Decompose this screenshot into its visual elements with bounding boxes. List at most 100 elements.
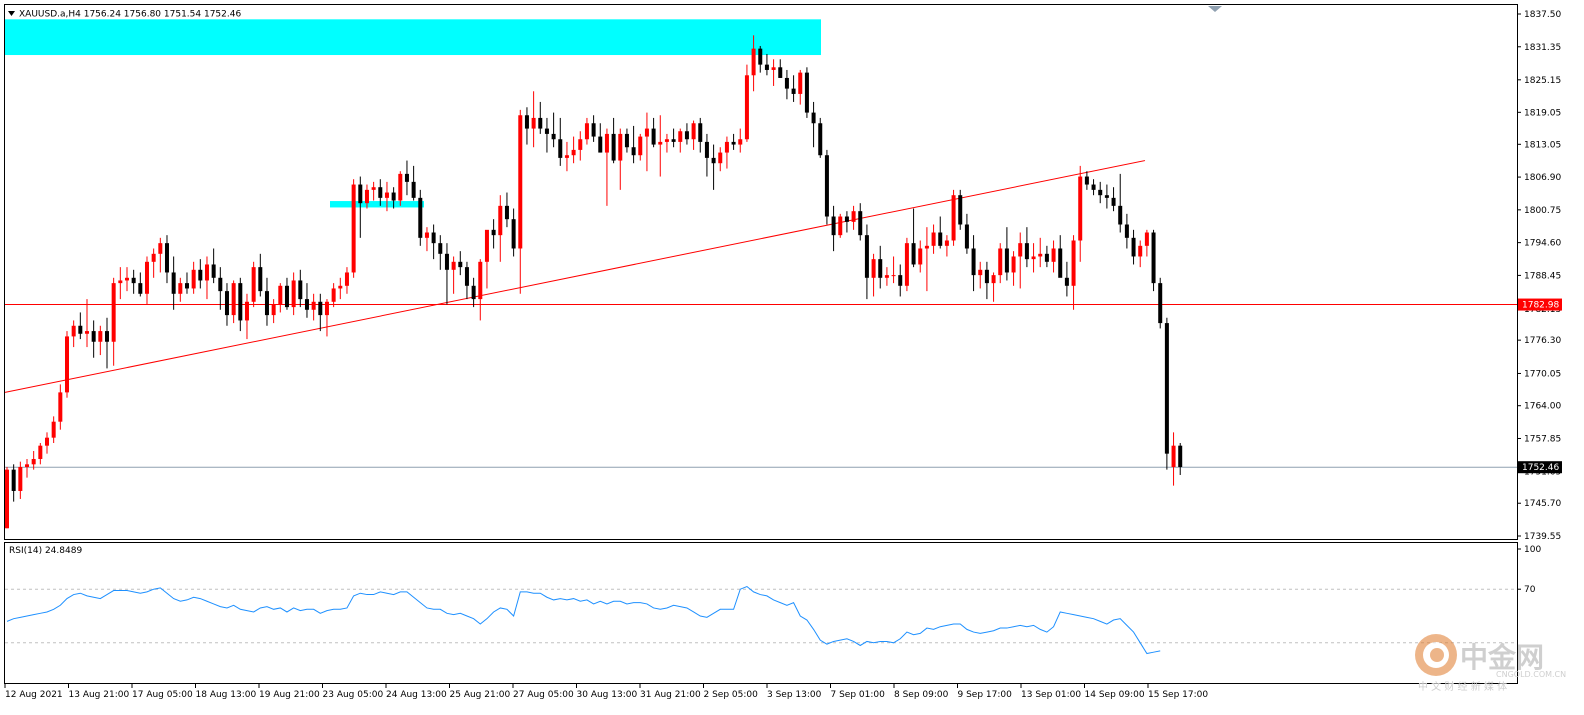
- candle-body[interactable]: [11, 469, 16, 491]
- candle-body[interactable]: [64, 336, 69, 393]
- candle-body[interactable]: [31, 458, 36, 465]
- candle-body[interactable]: [198, 269, 203, 281]
- candle-body[interactable]: [804, 72, 809, 113]
- candle-body[interactable]: [1138, 245, 1143, 257]
- candle-body[interactable]: [271, 304, 276, 316]
- candle-body[interactable]: [651, 128, 656, 145]
- price-pane[interactable]: [4, 4, 1518, 540]
- candle-body[interactable]: [1124, 224, 1129, 238]
- candle-body[interactable]: [1084, 176, 1089, 185]
- candle-body[interactable]: [144, 261, 149, 294]
- candle-body[interactable]: [838, 216, 843, 236]
- candle-body[interactable]: [1151, 232, 1156, 284]
- candle-body[interactable]: [1091, 184, 1096, 190]
- candle-body[interactable]: [264, 291, 269, 316]
- candle-body[interactable]: [204, 264, 209, 281]
- candle-body[interactable]: [431, 232, 436, 244]
- candle-body[interactable]: [931, 232, 936, 246]
- candle-body[interactable]: [758, 48, 763, 65]
- candle-body[interactable]: [778, 67, 783, 78]
- candle-body[interactable]: [111, 283, 116, 342]
- candle-body[interactable]: [384, 192, 389, 198]
- candle-body[interactable]: [1104, 195, 1109, 198]
- candle-body[interactable]: [1031, 256, 1036, 260]
- candle-body[interactable]: [358, 184, 363, 204]
- candle-body[interactable]: [811, 112, 816, 124]
- candle-body[interactable]: [871, 259, 876, 278]
- candle-body[interactable]: [944, 240, 949, 246]
- candle-body[interactable]: [824, 155, 829, 217]
- candle-body[interactable]: [558, 139, 563, 158]
- candle-body[interactable]: [318, 301, 323, 316]
- candle-body[interactable]: [491, 229, 496, 236]
- candle-body[interactable]: [498, 205, 503, 236]
- candle-body[interactable]: [1058, 248, 1063, 278]
- candle-body[interactable]: [984, 269, 989, 284]
- candle-body[interactable]: [1071, 240, 1076, 286]
- candle-body[interactable]: [478, 261, 483, 300]
- candle-body[interactable]: [624, 133, 629, 148]
- candle-body[interactable]: [991, 275, 996, 284]
- candle-body[interactable]: [724, 141, 729, 153]
- candle-body[interactable]: [1018, 243, 1023, 257]
- candle-body[interactable]: [658, 141, 663, 145]
- candle-body[interactable]: [851, 211, 856, 222]
- candle-body[interactable]: [938, 232, 943, 246]
- candle-body[interactable]: [738, 139, 743, 145]
- candle-body[interactable]: [311, 301, 316, 310]
- candle-body[interactable]: [471, 285, 476, 300]
- candle-body[interactable]: [98, 331, 103, 342]
- candle-body[interactable]: [418, 197, 423, 238]
- candle-body[interactable]: [238, 283, 243, 321]
- candle-body[interactable]: [771, 67, 776, 70]
- candle-body[interactable]: [711, 157, 716, 164]
- candle-body[interactable]: [464, 267, 469, 286]
- candle-body[interactable]: [704, 141, 709, 158]
- candle-body[interactable]: [344, 272, 349, 286]
- candle-body[interactable]: [638, 136, 643, 156]
- candle-body[interactable]: [38, 445, 43, 459]
- candle-body[interactable]: [691, 123, 696, 140]
- candle-body[interactable]: [331, 288, 336, 302]
- rsi-line[interactable]: [6, 585, 1161, 655]
- candle-body[interactable]: [58, 392, 63, 422]
- candle-body[interactable]: [864, 235, 869, 278]
- candle-body[interactable]: [571, 149, 576, 156]
- candle-body[interactable]: [958, 195, 963, 225]
- shift-marker-icon[interactable]: [1208, 6, 1222, 12]
- candle-body[interactable]: [18, 466, 23, 491]
- candle-body[interactable]: [78, 325, 83, 334]
- candle-body[interactable]: [71, 325, 76, 337]
- candle-body[interactable]: [764, 64, 769, 70]
- candle-body[interactable]: [1024, 243, 1029, 260]
- candle-body[interactable]: [84, 331, 89, 334]
- candle-body[interactable]: [698, 123, 703, 142]
- candle-body[interactable]: [538, 117, 543, 129]
- candle-body[interactable]: [718, 152, 723, 164]
- candle-body[interactable]: [584, 123, 589, 140]
- candle-body[interactable]: [831, 216, 836, 236]
- candle-body[interactable]: [351, 184, 356, 273]
- candle-body[interactable]: [858, 211, 863, 236]
- candle-body[interactable]: [24, 464, 29, 467]
- candle-body[interactable]: [504, 205, 509, 220]
- rsi-pane[interactable]: [4, 542, 1518, 684]
- candle-body[interactable]: [378, 187, 383, 198]
- candle-body[interactable]: [231, 283, 236, 316]
- candle-body[interactable]: [224, 291, 229, 316]
- candle-body[interactable]: [951, 195, 956, 241]
- collapse-arrow-icon[interactable]: [8, 11, 15, 16]
- candle-body[interactable]: [1064, 277, 1069, 286]
- candle-body[interactable]: [978, 269, 983, 276]
- candle-body[interactable]: [898, 275, 903, 286]
- candle-body[interactable]: [244, 301, 249, 321]
- candle-body[interactable]: [604, 133, 609, 153]
- candle-body[interactable]: [884, 275, 889, 278]
- candle-body[interactable]: [524, 115, 529, 129]
- candle-body[interactable]: [791, 88, 796, 94]
- candle-body[interactable]: [191, 269, 196, 289]
- candle-body[interactable]: [511, 219, 516, 249]
- candle-body[interactable]: [611, 133, 616, 161]
- candle-body[interactable]: [671, 139, 676, 142]
- candle-body[interactable]: [544, 128, 549, 134]
